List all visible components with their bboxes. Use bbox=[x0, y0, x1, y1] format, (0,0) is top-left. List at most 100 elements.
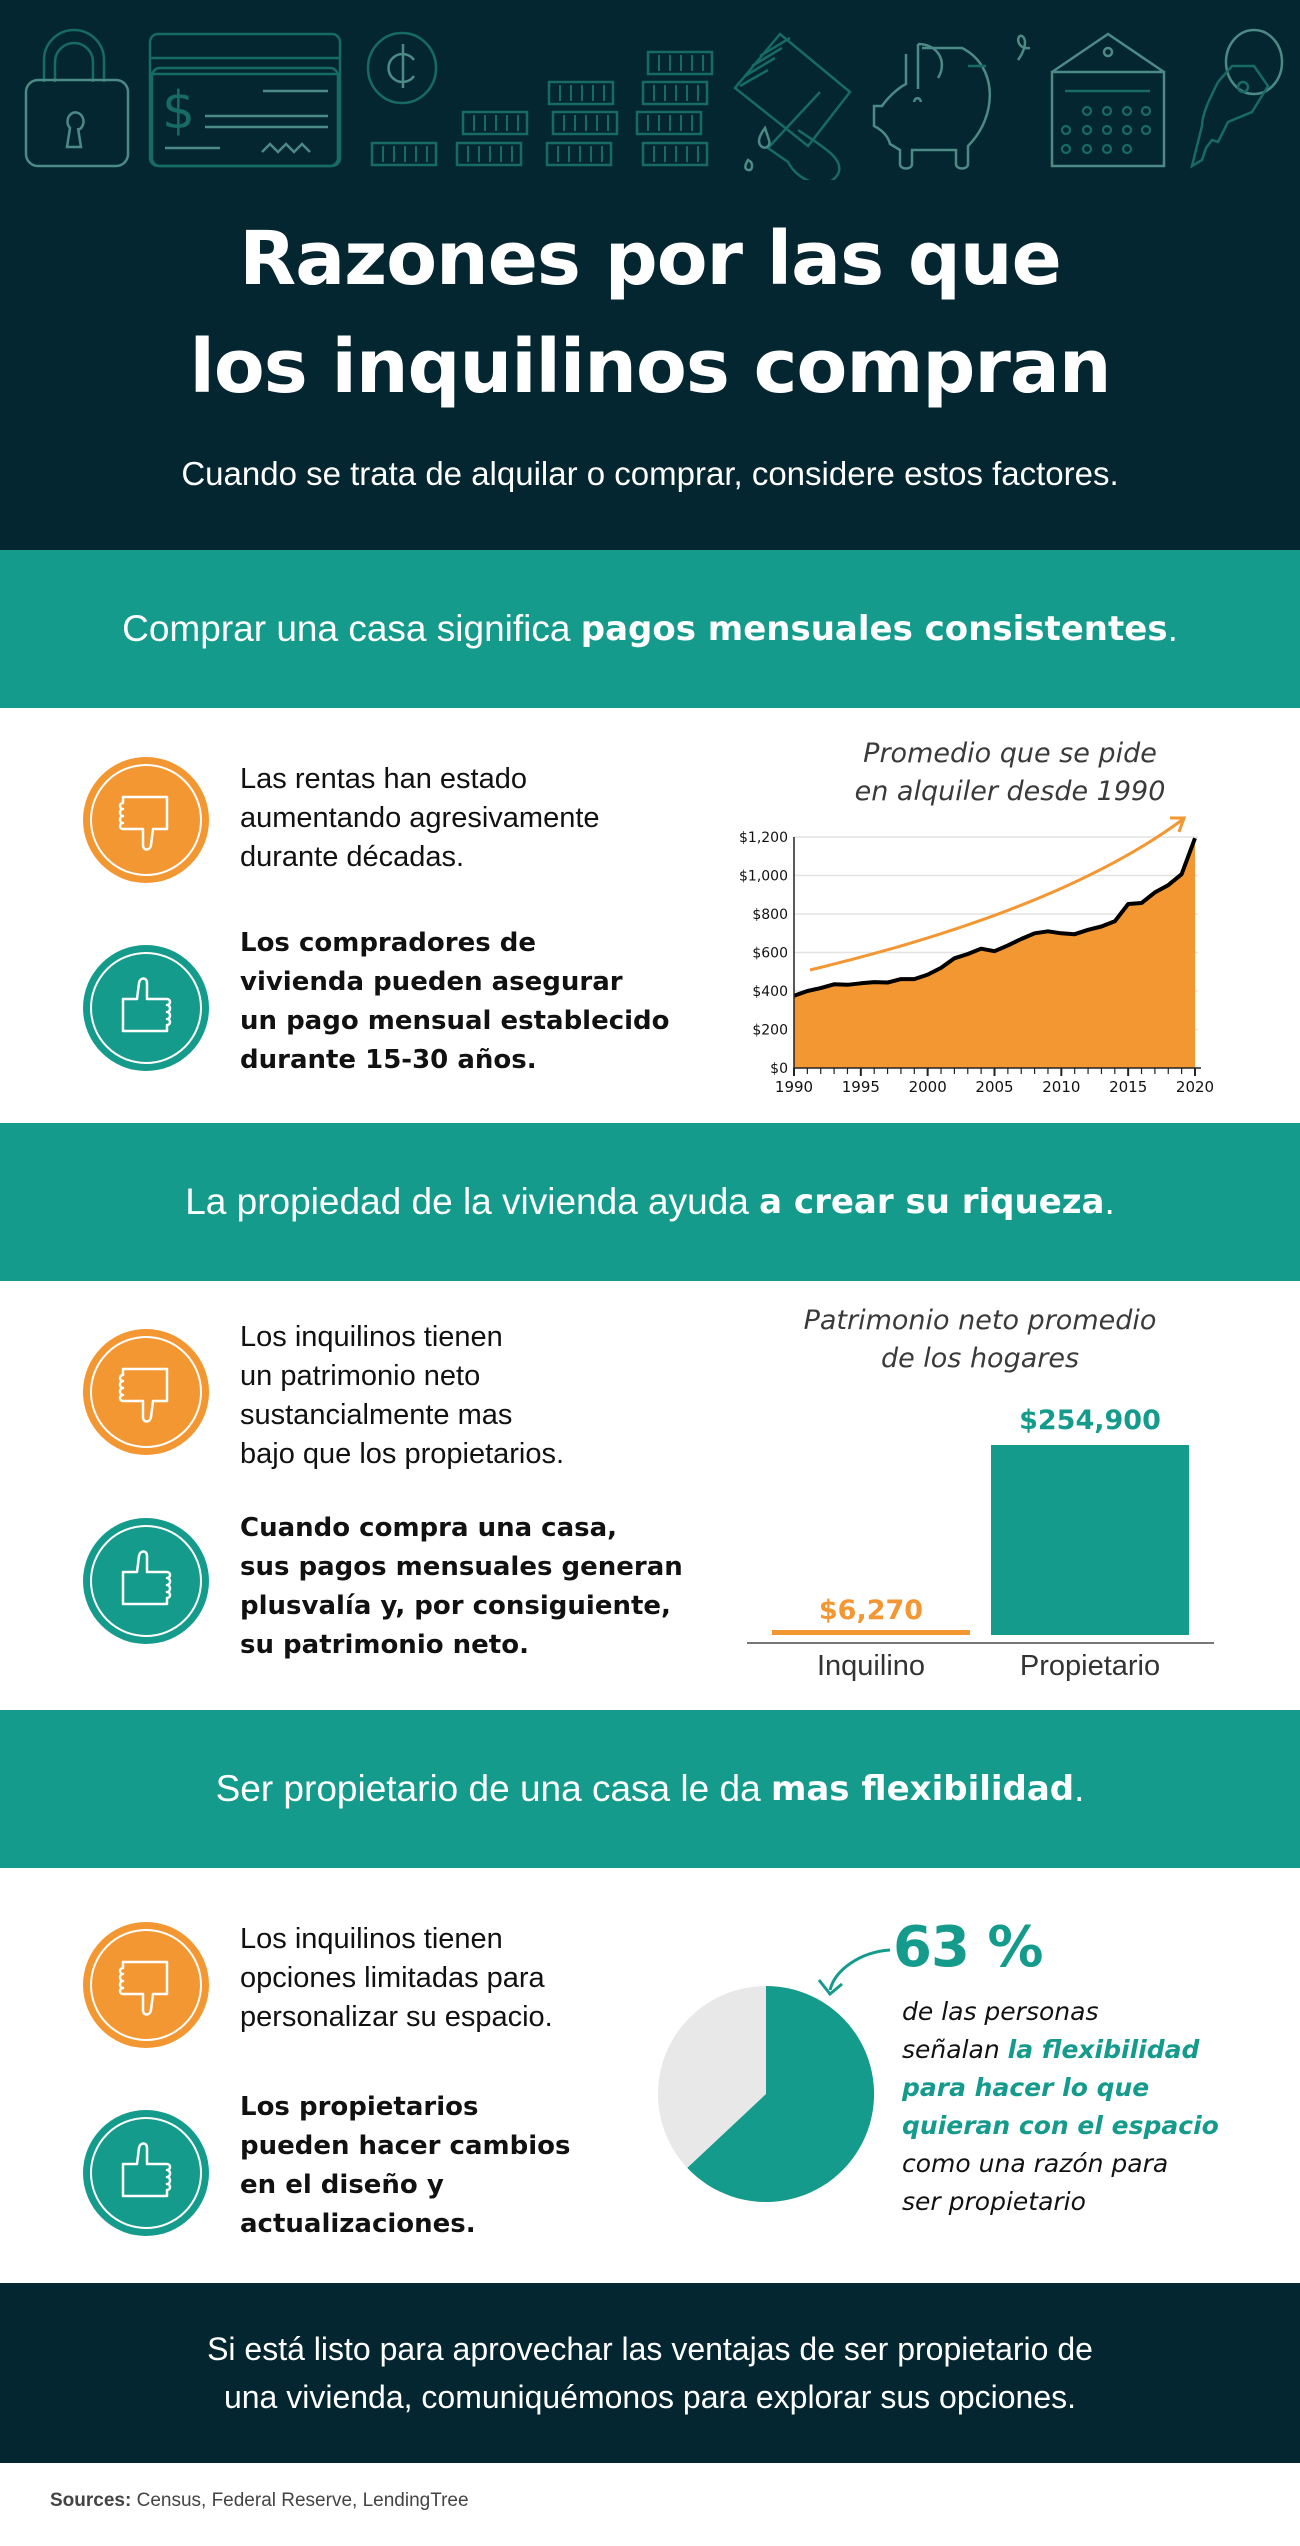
text-line: de las personas bbox=[902, 1997, 1099, 2026]
text-line: señalan la flexibilidad bbox=[902, 2031, 1219, 2069]
text-line: bajo que los propietarios. bbox=[240, 1438, 565, 1470]
title-line-2: los inquilinos compran bbox=[189, 324, 1111, 410]
negative-point-text: Las rentas han estado aumentando agresiv… bbox=[240, 760, 600, 877]
svg-text:$200: $200 bbox=[752, 1023, 788, 1039]
text-line: Los inquilinos tienen bbox=[240, 1321, 503, 1353]
text-line: como una razón para bbox=[902, 2149, 1169, 2178]
calendar-icon bbox=[1050, 32, 1166, 168]
key-icon bbox=[1190, 28, 1284, 169]
text-line: Si está listo para aprovechar las ventaj… bbox=[207, 2331, 1093, 2367]
text-line: Promedio que se pide bbox=[863, 738, 1157, 769]
bar-value-propietario: $254,900 bbox=[1019, 1405, 1161, 1436]
band-text: Ser propietario de una casa le da bbox=[215, 1768, 771, 1809]
sources-label: Sources: bbox=[50, 2490, 132, 2511]
badge-ring bbox=[90, 952, 202, 1064]
check-icon: $ bbox=[148, 32, 342, 168]
svg-text:$800: $800 bbox=[752, 907, 788, 923]
section-band-1: Comprar una casa significa pagos mensual… bbox=[0, 550, 1300, 708]
highlight-text: para hacer lo que bbox=[902, 2073, 1150, 2102]
band-bold-text: pagos mensuales consistentes bbox=[580, 609, 1168, 649]
arrowhead-icon bbox=[817, 1979, 843, 1997]
flexibility-pie-chart bbox=[658, 1948, 891, 2202]
text-line: durante 15-30 años. bbox=[240, 1045, 537, 1075]
text-line: un pago mensual establecido bbox=[240, 1006, 670, 1036]
positive-point-text: Los compradores de vivienda pueden asegu… bbox=[240, 924, 670, 1080]
thumbs-up-badge bbox=[83, 2110, 209, 2236]
svg-text:2005: 2005 bbox=[975, 1078, 1013, 1096]
highlight-text: la flexibilidad bbox=[1007, 2035, 1200, 2064]
rent-chart-title: Promedio que se pide en alquiler desde 1… bbox=[760, 735, 1260, 811]
piggy-bank-icon bbox=[872, 34, 1031, 170]
bar-baseline bbox=[747, 1642, 1214, 1644]
badge-ring bbox=[90, 764, 202, 876]
thumbs-down-icon bbox=[118, 1960, 169, 2016]
svg-text:$1,200: $1,200 bbox=[739, 830, 788, 846]
sources-note: Sources: Census, Federal Reserve, Lendin… bbox=[50, 2490, 469, 2512]
stat-percentage: 63 % bbox=[893, 1915, 1044, 1980]
thumbs-down-badge bbox=[83, 1329, 209, 1455]
text-line: en alquiler desde 1990 bbox=[854, 776, 1166, 807]
badge-ring bbox=[90, 1336, 202, 1448]
svg-text:1990: 1990 bbox=[775, 1078, 813, 1096]
text-line: Las rentas han estado bbox=[240, 763, 527, 795]
svg-text:1995: 1995 bbox=[842, 1078, 880, 1096]
title-line-1: Razones por las que bbox=[239, 216, 1062, 302]
thumbs-down-icon bbox=[118, 1367, 169, 1423]
text-line: Los propietarios bbox=[240, 2092, 479, 2122]
networth-chart-title: Patrimonio neto promedio de los hogares bbox=[740, 1302, 1220, 1378]
svg-text:2020: 2020 bbox=[1176, 1078, 1214, 1096]
bar-propietario bbox=[991, 1445, 1189, 1635]
text-line: plusvalía y, por consiguiente, bbox=[240, 1591, 671, 1621]
page-title: Razones por las que los inquilinos compr… bbox=[0, 205, 1300, 421]
pie-slice-flexibility bbox=[687, 1986, 875, 2202]
padlock-icon bbox=[24, 28, 130, 168]
text-line: opciones limitadas para bbox=[240, 1962, 545, 1994]
text-line: actualizaciones. bbox=[240, 2209, 476, 2239]
negative-point-text: Los inquilinos tienen un patrimonio neto… bbox=[240, 1318, 564, 1474]
thumbs-up-badge bbox=[83, 945, 209, 1071]
text-line: Los compradores de bbox=[240, 928, 537, 958]
svg-text:2010: 2010 bbox=[1042, 1078, 1080, 1096]
svg-text:$600: $600 bbox=[752, 946, 788, 962]
text-line: ser propietario bbox=[902, 2187, 1086, 2216]
paintbrush-icon bbox=[733, 32, 852, 180]
curved-arrow-icon bbox=[828, 1948, 891, 1991]
text-line: una vivienda, comuniquémonos para explor… bbox=[223, 2379, 1077, 2415]
text-line: sus pagos mensuales generan bbox=[240, 1552, 683, 1582]
text-line: sustancialmente mas bbox=[240, 1399, 513, 1431]
sources-text: Census, Federal Reserve, LendingTree bbox=[131, 2490, 469, 2511]
text-line: su patrimonio neto. bbox=[240, 1630, 529, 1660]
text-line: pueden hacer cambios bbox=[240, 2131, 571, 2161]
svg-text:2015: 2015 bbox=[1109, 1078, 1147, 1096]
coin-stacks-icon bbox=[370, 50, 714, 167]
decorative-icon-strip: $ bbox=[24, 28, 1284, 180]
text-line: personalizar su espacio. bbox=[240, 2001, 553, 2033]
svg-text:$1,000: $1,000 bbox=[739, 869, 788, 885]
band-end: . bbox=[1104, 1181, 1115, 1222]
band-bold-text: mas flexibilidad bbox=[770, 1769, 1075, 1809]
negative-point-text: Los inquilinos tienen opciones limitadas… bbox=[240, 1920, 553, 2037]
text-line: Patrimonio neto promedio bbox=[803, 1305, 1157, 1336]
highlight-text: quieran con el espacio bbox=[902, 2111, 1219, 2140]
cta-text: Si está listo para aprovechar las ventaj… bbox=[207, 2325, 1093, 2421]
arrowhead-icon bbox=[1170, 816, 1187, 833]
stat-description: de las personas señalan la flexibilidad … bbox=[902, 1993, 1219, 2221]
trend-arrow-icon bbox=[809, 818, 1183, 972]
bar-label-inquilino: Inquilino bbox=[816, 1650, 926, 1682]
section-band-3: Ser propietario de una casa le da mas fl… bbox=[0, 1710, 1300, 1868]
text-line: aumentando agresivamente bbox=[240, 802, 600, 834]
text-line: Los inquilinos tienen bbox=[240, 1923, 503, 1955]
positive-point-text: Cuando compra una casa, sus pagos mensua… bbox=[240, 1509, 683, 1665]
positive-point-text: Los propietarios pueden hacer cambios en… bbox=[240, 2088, 570, 2244]
rent-area-chart: $0 $200 $400 $600 $800 $1,000 $1,200 1990 1995 20… bbox=[739, 816, 1214, 1096]
text-line: un patrimonio neto bbox=[240, 1360, 481, 1392]
thumbs-up-badge bbox=[83, 1518, 209, 1644]
band-end: . bbox=[1074, 1768, 1085, 1809]
thumbs-down-badge bbox=[83, 757, 209, 883]
cent-coin-icon bbox=[366, 31, 438, 105]
chart-line bbox=[793, 837, 1197, 998]
bar-label-propietario: Propietario bbox=[1019, 1650, 1161, 1682]
svg-text:$400: $400 bbox=[752, 984, 788, 1000]
section-band-2: La propiedad de la vivienda ayuda a crea… bbox=[0, 1123, 1300, 1281]
band-bold-text: a crear su riqueza bbox=[759, 1182, 1105, 1222]
